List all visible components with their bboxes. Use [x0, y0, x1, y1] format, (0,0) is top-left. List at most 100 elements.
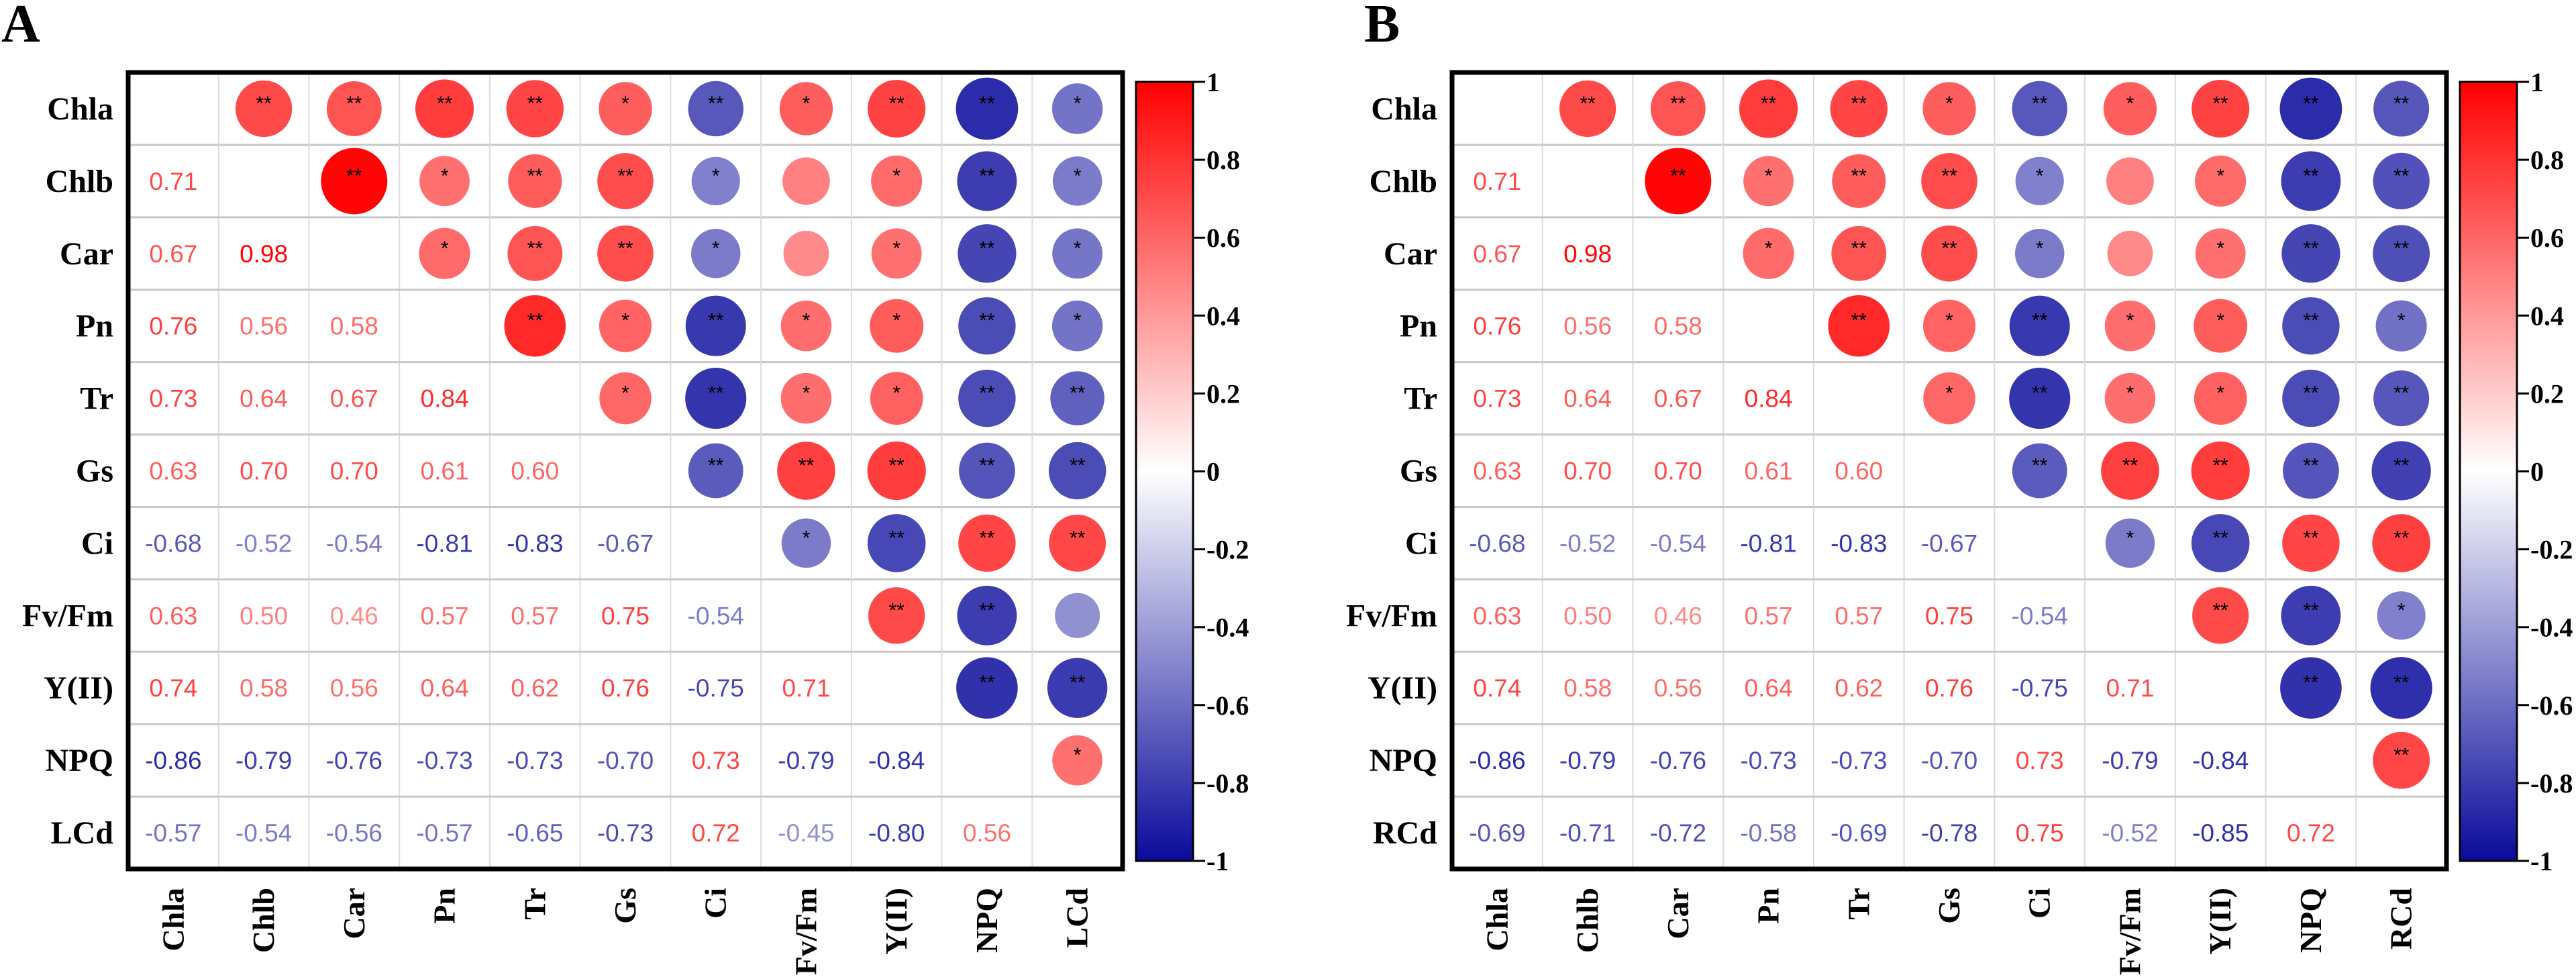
- row-label: Fv/Fm: [1346, 598, 1437, 633]
- correlation-circle: [2370, 657, 2432, 719]
- significance-mark: *: [892, 238, 900, 260]
- correlation-circle: [2194, 372, 2247, 425]
- correlation-circle: [1739, 79, 1798, 138]
- correlation-value: 0.75: [1925, 602, 1973, 629]
- significance-mark: **: [1070, 672, 1086, 694]
- correlation-circle: [1923, 372, 1975, 425]
- correlation-value: -0.52: [236, 529, 292, 557]
- correlation-circle: [777, 442, 835, 500]
- significance-mark: *: [441, 238, 449, 260]
- correlation-circle: [780, 372, 832, 424]
- correlation-circle: [1743, 227, 1794, 279]
- correlation-circle: [1921, 153, 1977, 209]
- correlation-circle: [1052, 228, 1103, 279]
- significance-mark: *: [1074, 93, 1082, 115]
- correlation-value: -0.70: [1921, 747, 1977, 774]
- correlation-value: 0.75: [2016, 819, 2064, 847]
- correlation-circle: [867, 514, 926, 572]
- significance-mark: *: [803, 93, 811, 115]
- significance-mark: *: [1074, 238, 1082, 260]
- correlation-circle: [2104, 372, 2156, 424]
- colorbar-tick-label: -1: [1206, 846, 1229, 876]
- correlation-value: 0.58: [1654, 313, 1702, 340]
- correlation-circle: [2194, 299, 2248, 353]
- colorbar-tick-label: 0.2: [2530, 378, 2564, 409]
- correlation-value: 0.50: [1563, 602, 1612, 629]
- correlation-circle: [2373, 225, 2430, 282]
- row-label: NPQ: [46, 743, 113, 778]
- colorbar: [1135, 81, 1194, 862]
- colorbar-tick-label: 0: [1206, 457, 1220, 487]
- colorbar-tick-label: -0.8: [1206, 768, 1249, 799]
- correlation-value: -0.45: [778, 819, 834, 847]
- correlation-value: 0.70: [1563, 458, 1612, 485]
- column-label: Pn: [427, 888, 462, 924]
- correlation-value: 0.64: [1745, 674, 1793, 702]
- correlation-circle: [2101, 442, 2159, 500]
- correlation-value: 0.74: [149, 674, 197, 702]
- correlation-value: 0.57: [421, 602, 469, 629]
- correlation-value: 0.72: [2287, 819, 2335, 847]
- correlation-circle: [956, 657, 1018, 719]
- correlation-circle: [1922, 82, 1976, 136]
- significance-mark: **: [1761, 93, 1777, 115]
- correlation-circle: [2372, 514, 2430, 572]
- colorbar-tick-label: 0.8: [2530, 145, 2564, 175]
- correlation-circle: [2107, 230, 2153, 276]
- column-label: Y(II): [2203, 888, 2237, 955]
- significance-mark: **: [2303, 455, 2319, 477]
- correlation-value: 0.62: [511, 674, 559, 702]
- row-label: RCd: [1373, 815, 1437, 851]
- correlation-value: 0.57: [1745, 602, 1793, 629]
- correlation-circle: [508, 154, 562, 208]
- significance-mark: *: [1074, 744, 1082, 766]
- colorbar-tick-label: -0.4: [2530, 613, 2573, 643]
- row-label: Car: [60, 236, 113, 272]
- correlation-circle: [2195, 155, 2247, 207]
- column-label: NPQ: [970, 888, 1004, 953]
- correlation-value: 0.73: [692, 747, 740, 774]
- significance-mark: **: [2032, 382, 2048, 405]
- correlation-circle: [1050, 371, 1104, 425]
- correlation-circle: [419, 227, 470, 279]
- colorbar-tick-label: -1: [2530, 846, 2553, 876]
- significance-mark: **: [2393, 382, 2410, 405]
- correlation-circle: [958, 514, 1016, 572]
- significance-mark: **: [2032, 310, 2048, 332]
- significance-mark: **: [2303, 93, 2319, 115]
- correlation-value: -0.73: [507, 747, 563, 774]
- colorbar-tick-label: -0.6: [2530, 690, 2573, 721]
- correlation-value: 0.71: [1473, 168, 1521, 195]
- correlation-value: 0.71: [2106, 674, 2154, 702]
- correlation-value: 0.76: [1473, 313, 1521, 340]
- correlation-value: -0.67: [597, 529, 654, 557]
- correlation-circle: [2282, 297, 2340, 355]
- significance-mark: *: [621, 93, 629, 115]
- correlation-value: -0.54: [1650, 529, 1706, 557]
- significance-mark: **: [708, 310, 724, 332]
- significance-mark: *: [2216, 165, 2224, 187]
- column-label: Gs: [608, 888, 642, 924]
- row-label: Y(II): [1368, 670, 1437, 706]
- column-label: Pn: [1751, 888, 1786, 924]
- correlation-value: 0.63: [149, 602, 197, 629]
- correlation-circle: [2191, 514, 2250, 572]
- row-label: Chlb: [46, 164, 113, 199]
- significance-mark: **: [2303, 382, 2319, 405]
- correlation-circle: [1828, 295, 1890, 357]
- correlation-value: 0.61: [1745, 458, 1793, 485]
- significance-mark: **: [979, 165, 995, 187]
- significance-mark: *: [441, 165, 449, 187]
- significance-mark: **: [708, 382, 724, 405]
- significance-mark: **: [346, 93, 362, 115]
- colorbar-tick-label: 0.4: [1206, 301, 1240, 331]
- significance-mark: **: [979, 93, 995, 115]
- significance-mark: *: [712, 165, 720, 187]
- correlation-value: 0.71: [782, 674, 830, 702]
- correlation-circle: [506, 80, 564, 138]
- correlation-circle: [2012, 443, 2067, 499]
- significance-mark: *: [1945, 93, 1953, 115]
- correlation-value: -0.57: [416, 819, 472, 847]
- correlation-value: 0.84: [421, 385, 469, 413]
- correlation-value: -0.79: [2102, 747, 2158, 774]
